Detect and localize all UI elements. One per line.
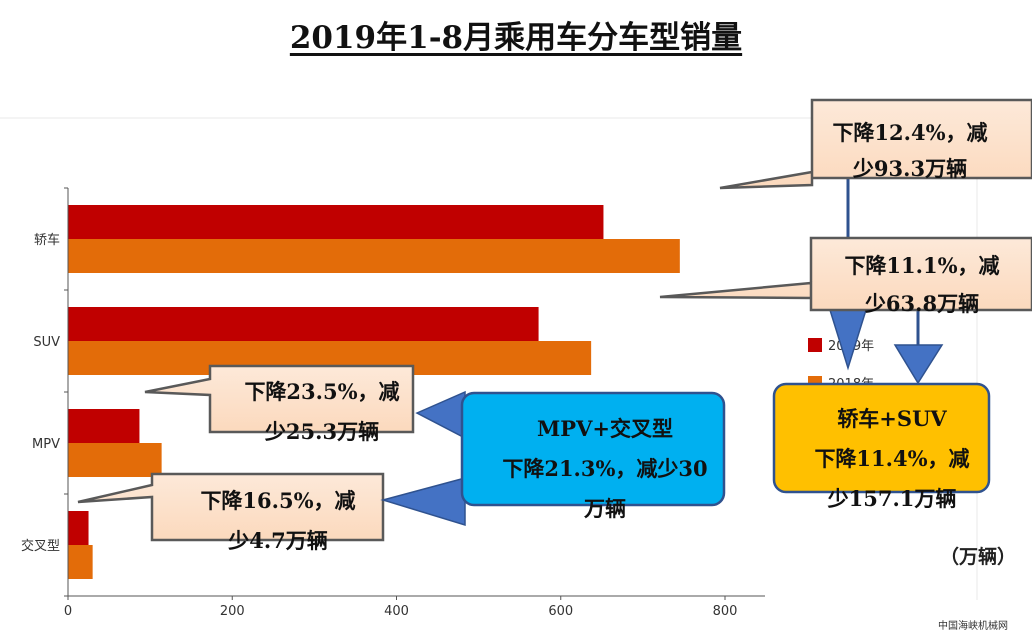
down-arrow-icon: [893, 344, 944, 385]
left-arrow-icon: [380, 477, 466, 527]
callout-suv-text: 下降11.1%，减: [844, 253, 999, 278]
callout-suv: [659, 236, 1032, 312]
category-label: 交叉型: [21, 538, 60, 554]
bar-0-1: [68, 239, 680, 273]
callout-sedan-suv-text: 少157.1万辆: [827, 486, 957, 511]
x-tick-label: 600: [548, 604, 573, 619]
bar-1-0: [68, 307, 539, 341]
chart-title: 2019年1-8月乘用车分车型销量: [289, 20, 743, 56]
x-tick-label: 400: [384, 604, 409, 619]
x-tick-label: 0: [64, 604, 72, 619]
callout-mpv-cross: [460, 391, 726, 507]
callout-sedan-text: 下降12.4%，减: [832, 120, 987, 145]
callout-mpv: [144, 364, 415, 434]
x-tick-label: 200: [220, 604, 245, 619]
callout-sedan: [719, 98, 1032, 190]
callout-cross-text: 少4.7万辆: [227, 528, 328, 553]
legend-swatch: [808, 338, 822, 352]
watermark: 中国海峡机械网: [938, 621, 1008, 632]
callout-mpv-text: 少25.3万辆: [264, 419, 379, 444]
bar-3-0: [68, 511, 89, 545]
category-label: MPV: [32, 437, 60, 452]
callout-mpv-cross-text: MPV+交叉型: [537, 416, 673, 441]
left-arrow-icon: [415, 390, 466, 440]
callout-mpv-cross-text: 万辆: [583, 496, 626, 521]
callout-suv-text: 少63.8万辆: [864, 291, 979, 316]
callout-cross-text: 下降16.5%，减: [200, 488, 355, 513]
bar-2-0: [68, 409, 140, 443]
bar-0-0: [68, 205, 604, 239]
bar-3-1: [68, 545, 93, 579]
x-tick-label: 800: [713, 604, 738, 619]
callout-sedan-suv-text: 轿车+SUV: [837, 406, 947, 431]
callout-cross: [77, 472, 385, 542]
callout-mpv-cross-text: 下降21.3%，减少30: [502, 456, 707, 481]
callout-sedan-suv: [772, 382, 991, 494]
category-label: 轿车: [34, 232, 60, 248]
bar-2-1: [68, 443, 162, 477]
callout-mpv-text: 下降23.5%，减: [244, 379, 399, 404]
unit-label: （万辆）: [940, 546, 1017, 568]
category-label: SUV: [33, 335, 60, 350]
callout-sedan-suv-text: 下降11.4%，减: [814, 446, 969, 471]
callout-sedan-text: 少93.3万辆: [852, 156, 967, 181]
